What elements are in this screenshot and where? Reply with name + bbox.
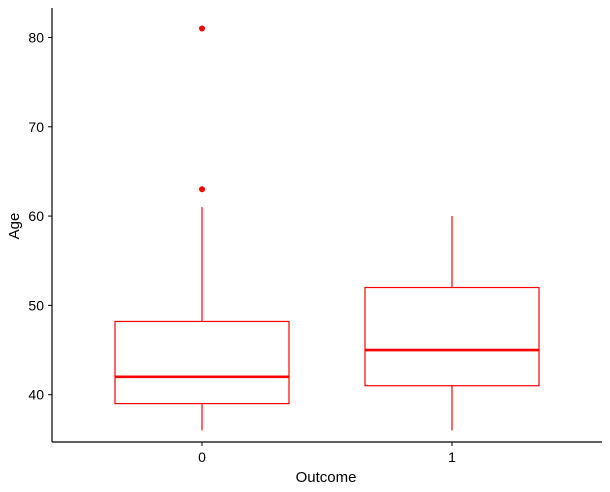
outlier-point — [199, 186, 205, 193]
y-tick-label: 80 — [28, 29, 44, 45]
outlier-point — [199, 25, 205, 32]
axes — [51, 8, 602, 443]
y-axis-ticks: 40 50 60 70 80 — [28, 29, 52, 403]
x-tick-label: 0 — [198, 449, 206, 465]
y-tick-label: 60 — [28, 208, 44, 224]
iqr-box — [364, 286, 540, 387]
y-tick-label: 40 — [28, 387, 44, 403]
y-tick-label: 70 — [28, 119, 44, 135]
box-group — [364, 216, 540, 431]
x-axis-title: Outcome — [296, 469, 357, 486]
iqr-box — [114, 320, 290, 405]
x-tick-label: 1 — [448, 449, 456, 465]
boxes — [114, 25, 540, 431]
y-tick-label: 50 — [28, 297, 44, 313]
box-group — [114, 25, 290, 431]
y-axis-title: Age — [6, 213, 23, 240]
